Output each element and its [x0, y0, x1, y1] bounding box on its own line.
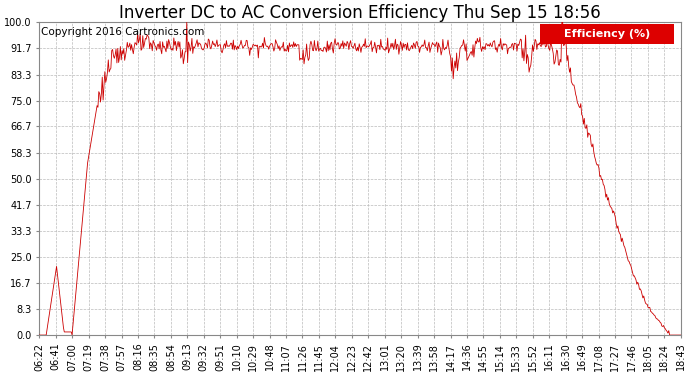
Title: Inverter DC to AC Conversion Efficiency Thu Sep 15 18:56: Inverter DC to AC Conversion Efficiency …	[119, 4, 601, 22]
Text: Copyright 2016 Cartronics.com: Copyright 2016 Cartronics.com	[41, 27, 204, 37]
